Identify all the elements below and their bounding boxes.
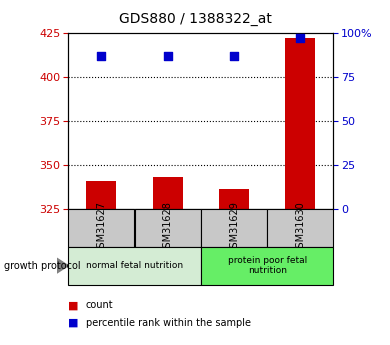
Text: GSM31630: GSM31630 [295,201,305,254]
Bar [219,189,249,209]
Text: normal fetal nutrition: normal fetal nutrition [86,261,183,270]
Text: protein poor fetal
nutrition: protein poor fetal nutrition [227,256,307,275]
Text: GSM31627: GSM31627 [96,201,106,254]
Text: growth protocol: growth protocol [4,261,80,270]
Bar [135,209,201,247]
Point [297,35,303,41]
Bar [201,247,333,285]
Text: GSM31628: GSM31628 [163,201,173,254]
Point [165,53,171,58]
Bar [68,209,135,247]
Text: percentile rank within the sample: percentile rank within the sample [86,318,251,327]
Bar [267,209,333,247]
Bar [87,180,116,209]
Text: GDS880 / 1388322_at: GDS880 / 1388322_at [119,12,271,26]
Bar [68,247,201,285]
Bar [201,209,267,247]
Polygon shape [57,258,68,273]
Text: count: count [86,300,113,310]
Text: ■: ■ [68,318,79,327]
Point [98,53,105,58]
Bar [285,38,315,209]
Bar [153,177,183,209]
Text: GSM31629: GSM31629 [229,201,239,254]
Text: ■: ■ [68,300,79,310]
Point [231,53,237,58]
